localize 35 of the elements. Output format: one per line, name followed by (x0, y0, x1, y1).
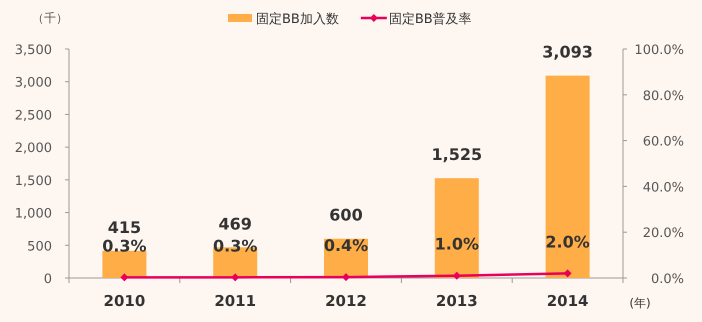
legend-label: 固定BB加入数 (256, 12, 339, 27)
legend-label: 固定BB普及率 (388, 11, 472, 27)
y2-tick-label: 20.0% (642, 226, 684, 242)
data-label: 1,525 (431, 145, 482, 164)
data-label: 3,093 (542, 42, 593, 62)
y-axis-title: （千） (32, 11, 68, 25)
data-label: 2.0% (545, 232, 590, 252)
x-tick-label: 2013 (436, 292, 478, 310)
y-tick-label: 1,500 (14, 174, 52, 189)
y2-tick-label: 0.0% (650, 272, 684, 287)
x-axis-title: (年) (629, 296, 651, 310)
y-tick-label: 1,000 (14, 206, 52, 222)
data-label: 600 (329, 206, 363, 225)
y2-tick-label: 100.0% (634, 43, 684, 58)
x-tick-label: 2011 (214, 292, 256, 310)
y2-tick-label: 40.0% (642, 180, 684, 196)
y-tick-label: 3,500 (14, 43, 52, 58)
y2-tick-label: 60.0% (642, 134, 684, 150)
data-label: 469 (218, 214, 252, 234)
data-label: 0.3% (102, 236, 147, 256)
y-tick-label: 2,500 (14, 108, 52, 124)
bar (546, 76, 590, 278)
data-label: 0.4% (324, 236, 368, 256)
data-label: 415 (108, 218, 142, 237)
x-tick-label: 2014 (546, 292, 588, 310)
x-tick-label: 2012 (325, 292, 367, 310)
y-tick-label: 0 (44, 272, 52, 287)
y2-tick-label: 80.0% (642, 88, 684, 104)
y-tick-label: 500 (27, 239, 52, 254)
y-tick-label: 3,000 (14, 76, 52, 91)
bar (102, 250, 146, 278)
x-tick-label: 2010 (104, 292, 146, 310)
y-tick-label: 2,000 (14, 141, 52, 156)
bar (434, 178, 479, 278)
data-label: 1.0% (434, 234, 479, 254)
